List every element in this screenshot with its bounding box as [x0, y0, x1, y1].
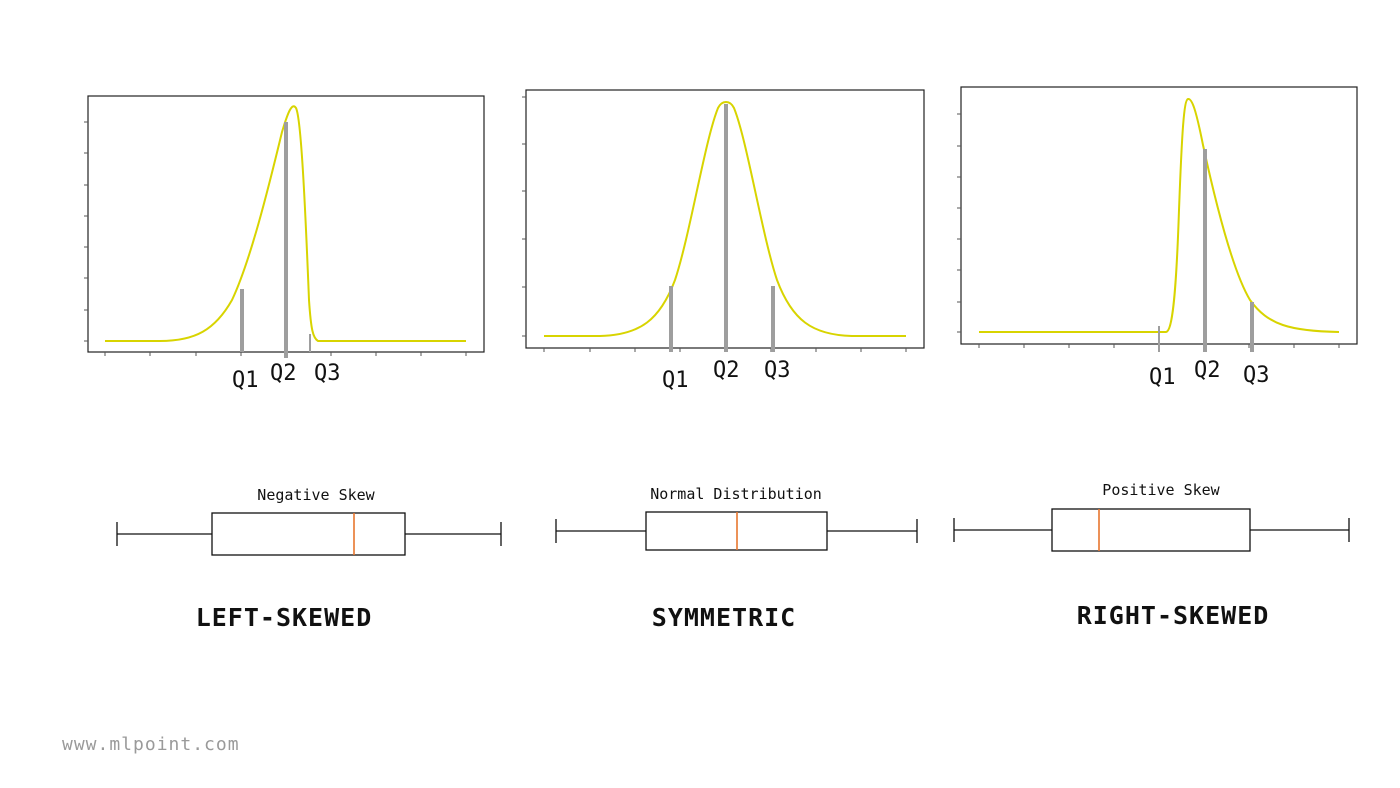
caption-right: RIGHT-SKEWED — [1077, 601, 1270, 630]
q1-label-right: Q1 — [1149, 365, 1176, 390]
q3-label-left: Q3 — [314, 361, 341, 386]
q1-label-left: Q1 — [232, 368, 259, 393]
q1-label-symmetric: Q1 — [662, 368, 689, 393]
q2-label-left: Q2 — [270, 361, 297, 386]
footer-site: www.mlpoint.com — [62, 734, 240, 755]
boxplot-right — [953, 508, 1350, 552]
q3-label-symmetric: Q3 — [764, 358, 791, 383]
panel-left-skewed: Q1 Q2 Q3 Negative Skew LEFT-SKEWED — [84, 95, 502, 632]
q2-label-right: Q2 — [1194, 358, 1221, 383]
plot-frame-right — [960, 86, 1358, 345]
density-curve-right — [979, 98, 1340, 333]
panel-right-skewed: Q1 Q2 Q3 Positive Skew RIGHT-SKEWED — [953, 86, 1358, 630]
q3-label-right: Q3 — [1243, 363, 1270, 388]
y-ticks-symmetric — [522, 96, 526, 337]
box-title-left: Negative Skew — [257, 486, 375, 504]
y-ticks-left — [84, 121, 88, 342]
y-ticks-right — [957, 113, 961, 333]
caption-left: LEFT-SKEWED — [196, 603, 373, 632]
caption-symmetric: SYMMETRIC — [652, 603, 796, 632]
boxplot-left — [116, 512, 502, 556]
panel-symmetric: Q1 Q2 Q3 Normal Distribution SYMMETRIC — [522, 89, 925, 632]
q2-label-symmetric: Q2 — [713, 358, 740, 383]
density-curve-left — [105, 105, 466, 342]
box-title-right: Positive Skew — [1102, 481, 1220, 499]
box-title-symmetric: Normal Distribution — [650, 485, 822, 503]
